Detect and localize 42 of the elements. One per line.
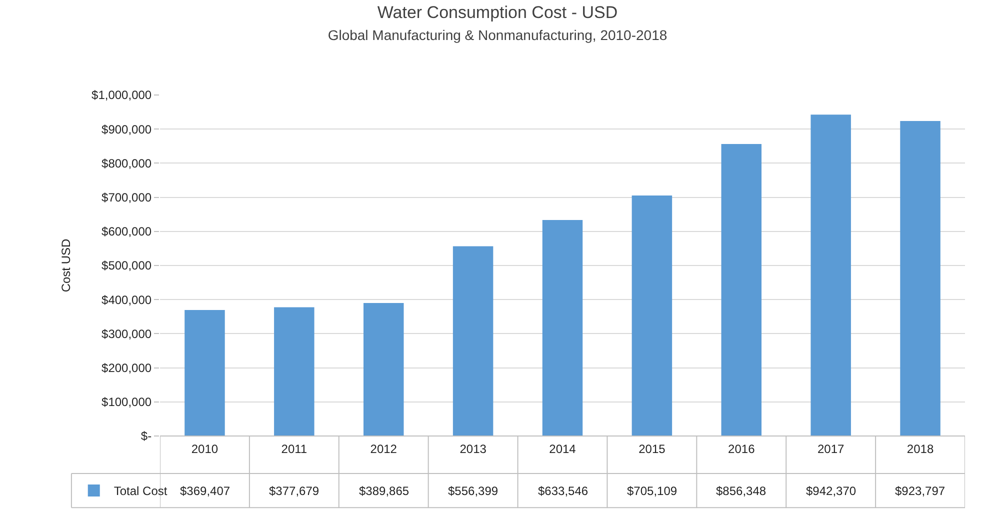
x-tick-label: 2014 [549, 442, 576, 456]
y-tick-label: $600,000 [102, 224, 152, 239]
chart-title: Water Consumption Cost - USD [377, 3, 618, 22]
y-tick-label: $300,000 [102, 326, 152, 341]
bar [542, 220, 583, 436]
bar [274, 307, 314, 436]
data-label: $377,679 [269, 484, 320, 498]
x-tick-label: 2012 [370, 442, 398, 456]
bar [363, 303, 404, 436]
y-tick-label: $- [140, 429, 152, 444]
data-label: $856,348 [716, 484, 766, 498]
data-label: $923,797 [895, 484, 946, 498]
x-tick-label: 2013 [460, 442, 487, 456]
y-tick-label: $800,000 [102, 156, 152, 170]
data-label: $556,399 [448, 484, 498, 498]
data-label: $942,370 [806, 484, 856, 498]
bar [632, 196, 672, 436]
bar [721, 144, 762, 436]
x-tick-label: 2011 [281, 442, 308, 456]
y-tick-label: $500,000 [102, 258, 152, 273]
chart-subtitle: Global Manufacturing & Nonmanufacturing, 2010-2018 [328, 27, 668, 44]
legend-label: Total Cost [114, 484, 168, 498]
x-tick-label: 2018 [906, 442, 934, 456]
y-tick-label: $900,000 [102, 122, 152, 136]
data-label: $389,865 [359, 484, 410, 498]
x-tick-label: 2016 [728, 442, 756, 456]
y-tick-label: $400,000 [102, 292, 152, 307]
y-tick-label: $700,000 [102, 190, 152, 204]
data-label: $705,109 [627, 484, 678, 498]
bar [184, 310, 225, 436]
x-tick-label: 2010 [191, 442, 218, 456]
bar [900, 120, 940, 436]
y-axis-title: Cost USD [58, 238, 73, 292]
bar [452, 246, 494, 436]
y-tick-label: $1,000,000 [92, 88, 152, 102]
x-tick-label: 2017 [817, 442, 844, 456]
y-tick-label: $100,000 [102, 395, 152, 410]
x-tick-label: 2015 [638, 442, 666, 456]
bar [810, 114, 851, 436]
data-label: $633,546 [538, 484, 588, 498]
y-tick-label: $200,000 [102, 361, 152, 375]
data-label: $369,407 [180, 484, 230, 498]
